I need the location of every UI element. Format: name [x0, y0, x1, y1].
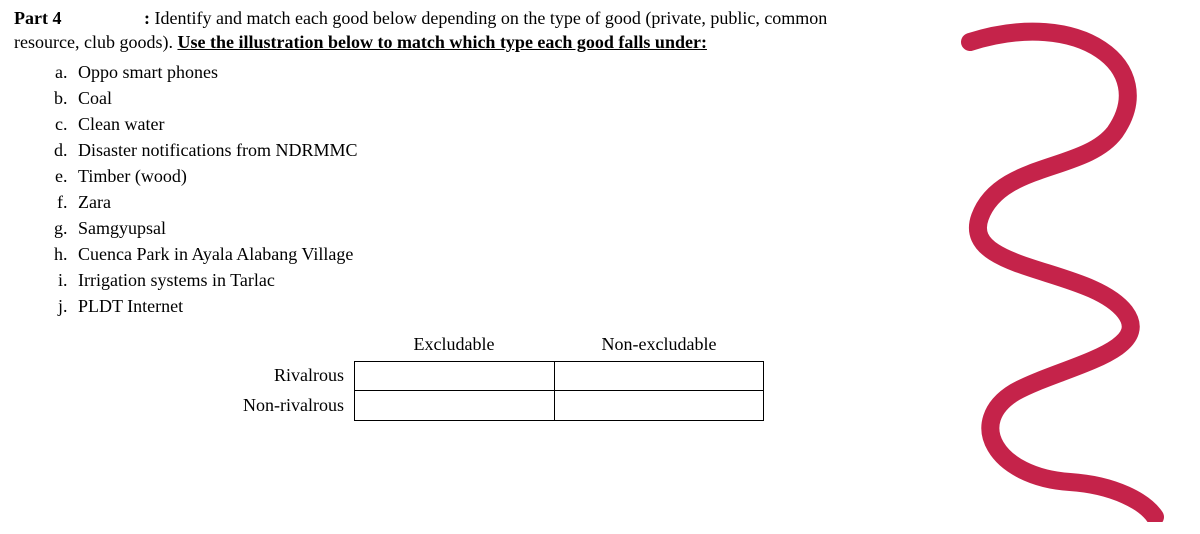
cell-club-goods[interactable] — [354, 391, 554, 421]
worksheet-page: Part 4: Identify and match each good bel… — [0, 0, 908, 421]
list-item: Coal — [72, 85, 894, 111]
cell-private-goods[interactable] — [354, 361, 554, 391]
instruction-block: Part 4: Identify and match each good bel… — [14, 6, 894, 55]
matrix-row-rivalrous: Rivalrous — [164, 361, 894, 391]
list-item: Timber (wood) — [72, 163, 894, 189]
cell-common-resource[interactable] — [554, 361, 764, 391]
list-item: Zara — [72, 189, 894, 215]
list-item: PLDT Internet — [72, 293, 894, 319]
instruction-tail: : — [701, 32, 707, 52]
list-item: Samgyupsal — [72, 215, 894, 241]
matrix-col-headers: Excludable Non-excludable — [164, 334, 894, 361]
row-label-rivalrous: Rivalrous — [164, 361, 354, 391]
list-item: Oppo smart phones — [72, 59, 894, 85]
goods-matrix: Excludable Non-excludable Rivalrous Non-… — [164, 334, 894, 421]
list-item: Cuenca Park in Ayala Alabang Village — [72, 241, 894, 267]
items-list: Oppo smart phones Coal Clean water Disas… — [14, 59, 894, 320]
col-header-excludable: Excludable — [354, 334, 554, 361]
col-header-nonexcludable: Non-excludable — [554, 334, 764, 361]
list-item: Disaster notifications from NDRMMC — [72, 137, 894, 163]
matrix-row-nonrivalrous: Non-rivalrous — [164, 391, 894, 421]
spacer — [164, 334, 354, 361]
row-label-nonrivalrous: Non-rivalrous — [164, 391, 354, 421]
cell-public-goods[interactable] — [554, 391, 764, 421]
list-item: Clean water — [72, 111, 894, 137]
list-item: Irrigation systems in Tarlac — [72, 267, 894, 293]
scribble-annotation — [940, 12, 1170, 522]
instruction-underlined: Use the illustration below to match whic… — [177, 32, 701, 52]
part-label: Part 4 — [14, 6, 144, 30]
